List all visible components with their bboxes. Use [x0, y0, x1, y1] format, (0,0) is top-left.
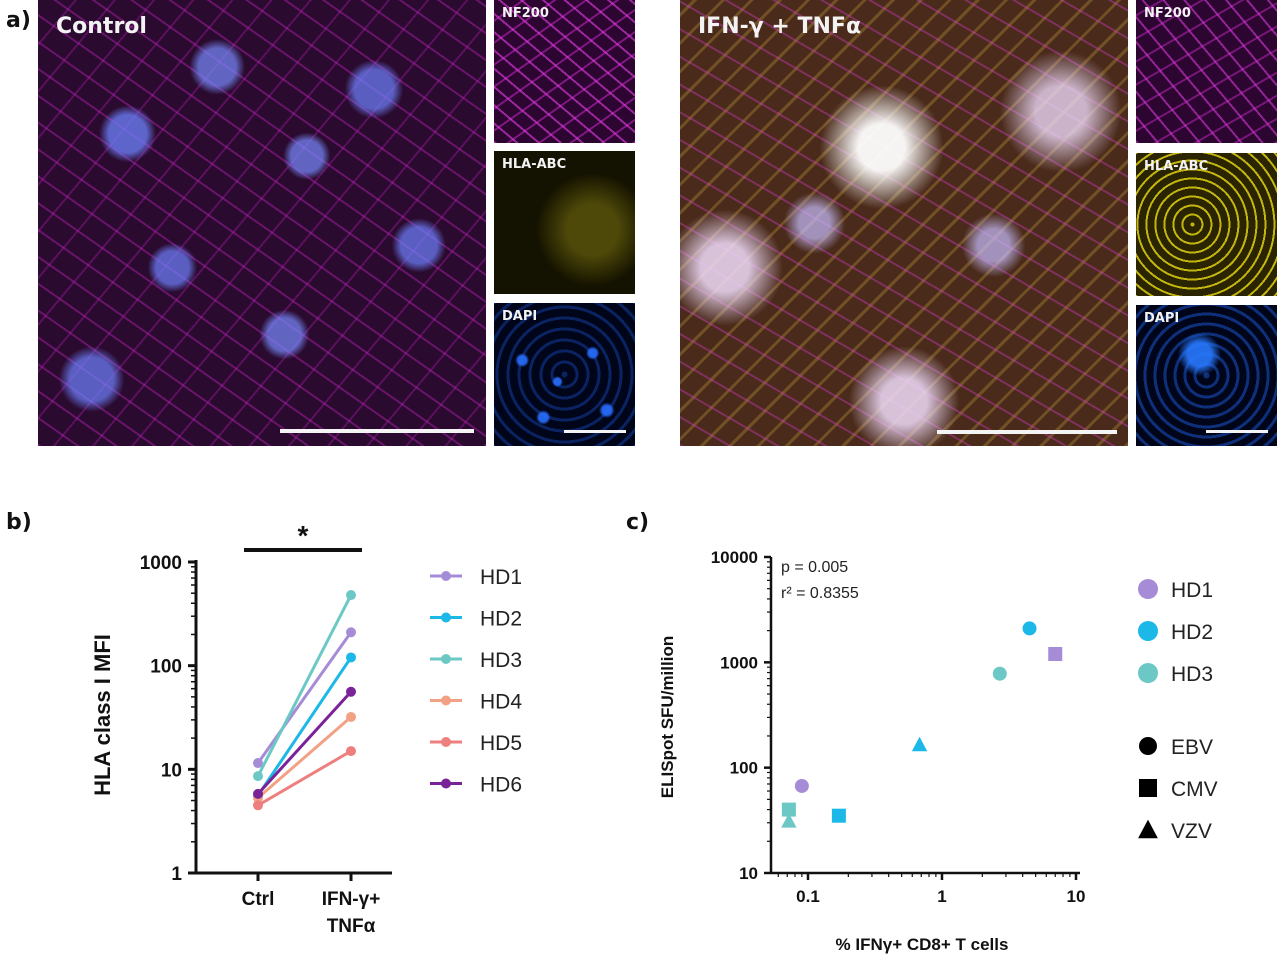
scale-bar	[280, 429, 474, 433]
legend-label-vzv: VZV	[1171, 820, 1212, 843]
x-tick-label: 10	[1067, 887, 1086, 906]
series-line-hd5	[257, 749, 352, 807]
y-axis-label: HLA class I MFI	[90, 634, 115, 796]
data-point-hd2-ebv	[1022, 621, 1037, 636]
scale-bar	[564, 430, 626, 433]
panel-c-letter: c)	[626, 510, 650, 535]
control-dapi-label: DAPI	[502, 309, 538, 324]
x-tick-label: TNFα	[327, 916, 376, 937]
data-point	[253, 788, 263, 799]
legend-shape-vzv	[1138, 819, 1158, 839]
legend-label-ebv: EBV	[1171, 736, 1213, 759]
legend-shape-ebv	[1139, 737, 1157, 755]
panel-a-letter: a)	[6, 8, 31, 33]
treated-hla-label: HLA-ABC	[1144, 159, 1209, 174]
treated-title: IFN-γ + TNFα	[698, 14, 862, 39]
series-line-hd6	[256, 690, 353, 795]
treated-dapi-label: DAPI	[1144, 311, 1180, 326]
control-dapi-image: DAPI	[494, 303, 635, 446]
x-tick-label: 1	[937, 887, 946, 906]
panel-b-letter: b)	[6, 510, 32, 535]
data-point-hd1-ebv	[794, 778, 809, 793]
y-tick-label: 10	[739, 864, 758, 883]
data-point-hd3-vzv	[781, 813, 797, 828]
legend-marker	[441, 695, 451, 706]
y-axis-label: ELISpot SFU/million	[658, 636, 677, 798]
legend-marker	[441, 654, 451, 664]
r-squared: r² = 0.8355	[781, 585, 859, 602]
legend-label-hd1: HD1	[1171, 579, 1213, 602]
legend-label-hd1: HD1	[480, 566, 522, 589]
data-point-hd1-cmv	[1048, 646, 1063, 661]
legend-label-hd6: HD6	[480, 774, 522, 797]
control-nf200-image: NF200	[494, 0, 635, 143]
treated-dapi-image: DAPI	[1136, 305, 1277, 446]
scale-bar	[937, 430, 1117, 434]
y-tick-label: 10000	[711, 548, 758, 567]
legend-marker	[1138, 663, 1158, 683]
data-point	[253, 758, 263, 769]
legend-label-cmv: CMV	[1171, 778, 1218, 801]
elispot-chart: ELISpot SFU/million % IFNγ+ CD8+ T cells…	[658, 548, 1218, 954]
data-point	[253, 771, 263, 782]
treated-merged-image: IFN-γ + TNFα	[680, 0, 1128, 446]
data-point-hd2-vzv	[911, 736, 928, 752]
series-line-hd4	[257, 715, 352, 800]
data-point	[346, 652, 356, 663]
legend-marker	[441, 778, 451, 789]
legend-marker	[1138, 621, 1158, 641]
legend-label-hd4: HD4	[480, 691, 522, 714]
y-tick-label: 100	[150, 657, 182, 678]
control-hla-label: HLA-ABC	[502, 157, 567, 172]
series-line-hd2	[256, 656, 353, 797]
hla-mfi-chart: HLA class I MFI * 1 10 100 1000 Ctrl IFN-γ+ T…	[90, 520, 522, 937]
legend-label-hd3: HD3	[480, 649, 522, 672]
treated-hla-image: HLA-ABC	[1136, 153, 1277, 296]
data-point	[346, 711, 356, 722]
significance-star: *	[298, 520, 309, 551]
data-point-hd3-ebv	[992, 666, 1007, 681]
treated-nf200-image: NF200	[1136, 0, 1277, 143]
control-nf200-label: NF200	[502, 6, 549, 21]
control-hla-image: HLA-ABC	[494, 151, 635, 294]
legend-shape-cmv	[1139, 779, 1157, 797]
x-tick-label: Ctrl	[242, 889, 275, 910]
legend-marker	[441, 737, 451, 747]
data-point-hd3-cmv	[781, 802, 796, 817]
legend-label-hd3: HD3	[1171, 663, 1213, 686]
legend-marker	[441, 571, 451, 581]
scale-bar	[1206, 430, 1268, 433]
y-tick-label: 1000	[720, 653, 758, 672]
series-line-hd1	[256, 631, 353, 764]
control-merged-image: Control	[38, 0, 486, 446]
data-point	[346, 686, 356, 697]
x-axis-label: % IFNγ+ CD8+ T cells	[836, 935, 1009, 954]
x-tick-label: IFN-γ+	[322, 889, 381, 910]
legend-label-hd5: HD5	[480, 732, 522, 755]
data-point	[253, 800, 263, 811]
data-point	[346, 590, 356, 601]
p-value: p = 0.005	[781, 559, 848, 576]
legend-label-hd2: HD2	[480, 608, 522, 631]
y-tick-label: 10	[161, 760, 182, 781]
legend-marker	[1138, 579, 1158, 599]
x-tick-label: 0.1	[796, 887, 820, 906]
y-tick-label: 1	[171, 864, 182, 885]
legend-marker	[441, 612, 451, 623]
data-point-hd2-cmv	[831, 808, 846, 823]
legend-label-hd2: HD2	[1171, 621, 1213, 644]
treated-nf200-label: NF200	[1144, 6, 1191, 21]
data-point	[346, 746, 356, 757]
y-tick-label: 1000	[140, 553, 182, 574]
data-point	[346, 627, 356, 638]
control-title: Control	[56, 14, 147, 39]
y-tick-label: 100	[730, 759, 758, 778]
series-line-hd3	[256, 594, 353, 777]
